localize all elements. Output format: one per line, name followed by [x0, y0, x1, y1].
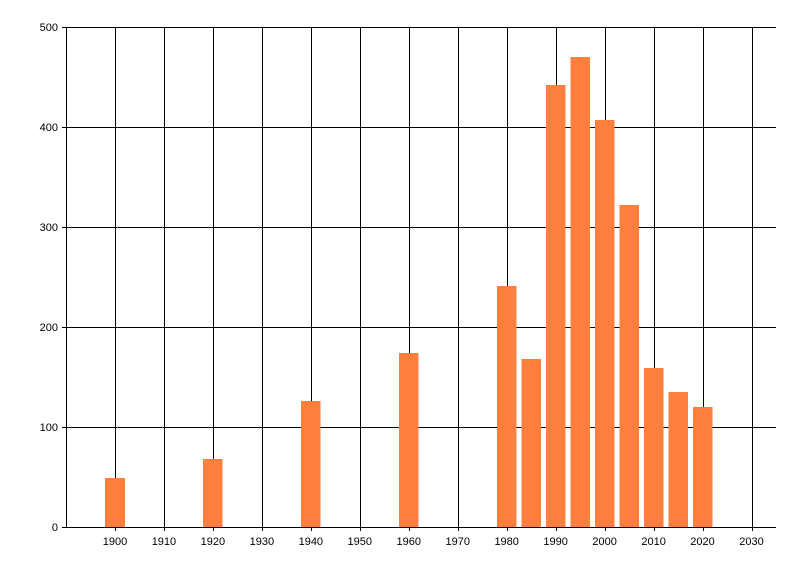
x-tick-label: 1960	[397, 536, 421, 548]
x-tick-label: 2010	[641, 536, 665, 548]
bar-1920	[203, 459, 223, 527]
y-tick-label: 100	[40, 422, 58, 434]
bar-1990	[545, 85, 566, 527]
bar-1900	[105, 478, 125, 527]
y-tick-label: 300	[40, 222, 58, 234]
x-tick-label: 1910	[152, 536, 176, 548]
x-tick-label: 1930	[250, 536, 274, 548]
y-tick-label: 0	[52, 522, 58, 534]
bar-2020	[692, 407, 713, 527]
x-tick-label: 1980	[494, 536, 518, 548]
bars	[105, 57, 713, 527]
y-axis-ticks: 0 100 200 300 400 500	[40, 22, 58, 534]
x-tick-label: 1900	[103, 536, 127, 548]
y-tick-label: 400	[40, 122, 58, 134]
bar-1980	[496, 286, 517, 527]
bar-1940	[301, 401, 321, 527]
x-tick-label: 2020	[690, 536, 714, 548]
x-axis-ticks: 1900 1910 1920 1930 1940 1950 1960 1970 1980 1990…	[103, 536, 764, 548]
bar-2015	[668, 392, 688, 527]
bar-1995	[570, 57, 590, 527]
bar-1985	[521, 359, 541, 527]
x-tick-label: 2030	[739, 536, 763, 548]
x-tick-label: 1990	[543, 536, 567, 548]
x-tick-label: 1920	[201, 536, 225, 548]
x-tick-label: 2000	[592, 536, 616, 548]
grid	[62, 27, 776, 531]
x-tick-label: 1970	[445, 536, 469, 548]
axes	[66, 27, 776, 528]
x-tick-label: 1940	[299, 536, 323, 548]
x-tick-label: 1950	[348, 536, 372, 548]
bar-1960	[398, 353, 419, 527]
y-tick-label: 500	[40, 22, 58, 34]
bar-2010	[643, 368, 664, 527]
bar-2005	[619, 205, 639, 527]
y-tick-label: 200	[40, 322, 58, 334]
bar-2000	[594, 120, 615, 527]
